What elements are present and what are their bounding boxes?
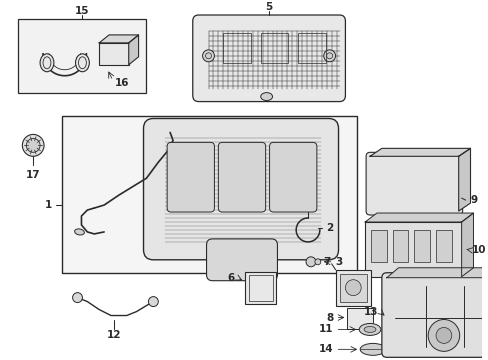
Circle shape	[305, 257, 315, 267]
Text: 3: 3	[335, 257, 342, 267]
Bar	[346, 307, 372, 329]
Text: 2: 2	[325, 223, 332, 233]
Polygon shape	[369, 148, 469, 156]
Ellipse shape	[360, 343, 385, 355]
Circle shape	[202, 50, 214, 62]
Ellipse shape	[359, 324, 380, 336]
Bar	[99, 43, 128, 65]
Bar	[370, 230, 386, 262]
Circle shape	[22, 134, 44, 156]
Bar	[339, 274, 366, 302]
Ellipse shape	[75, 54, 89, 72]
Circle shape	[345, 280, 361, 296]
Bar	[61, 116, 357, 273]
Text: 16: 16	[115, 78, 129, 88]
FancyBboxPatch shape	[167, 142, 214, 212]
Polygon shape	[128, 35, 138, 65]
Text: 8: 8	[325, 312, 333, 323]
Text: 5: 5	[264, 2, 272, 12]
Bar	[392, 230, 407, 262]
Ellipse shape	[260, 93, 272, 100]
Circle shape	[72, 293, 82, 303]
Polygon shape	[365, 213, 472, 222]
Text: 4: 4	[194, 200, 201, 210]
Bar	[19, 19, 146, 93]
Circle shape	[26, 138, 40, 152]
FancyBboxPatch shape	[366, 152, 462, 215]
Polygon shape	[458, 148, 469, 211]
Text: 9: 9	[469, 195, 477, 205]
Ellipse shape	[75, 229, 84, 235]
Circle shape	[148, 297, 158, 307]
Text: 12: 12	[106, 330, 121, 341]
Polygon shape	[99, 35, 138, 43]
FancyBboxPatch shape	[192, 15, 345, 102]
Bar	[248, 275, 272, 301]
Text: 10: 10	[470, 245, 485, 255]
Circle shape	[427, 320, 459, 351]
Text: 11: 11	[319, 324, 333, 334]
Bar	[413, 230, 429, 262]
FancyBboxPatch shape	[218, 142, 265, 212]
Text: 13: 13	[363, 307, 377, 316]
Bar	[435, 230, 451, 262]
Polygon shape	[386, 268, 488, 278]
FancyBboxPatch shape	[269, 142, 316, 212]
Text: 14: 14	[318, 345, 333, 354]
Text: 1: 1	[44, 200, 52, 210]
Polygon shape	[461, 213, 472, 277]
Bar	[260, 33, 288, 63]
Text: 7: 7	[323, 257, 330, 267]
FancyBboxPatch shape	[381, 273, 488, 357]
Bar	[223, 33, 250, 63]
Bar	[244, 272, 276, 303]
Circle shape	[435, 328, 451, 343]
FancyBboxPatch shape	[143, 118, 338, 260]
Text: 15: 15	[75, 6, 89, 16]
Ellipse shape	[364, 327, 375, 332]
Text: 6: 6	[227, 273, 235, 283]
Circle shape	[323, 50, 335, 62]
Bar	[335, 270, 370, 306]
Bar	[298, 33, 325, 63]
FancyBboxPatch shape	[206, 239, 277, 281]
Bar	[365, 222, 461, 277]
Text: 17: 17	[26, 170, 41, 180]
Circle shape	[314, 259, 320, 265]
Ellipse shape	[40, 54, 54, 72]
